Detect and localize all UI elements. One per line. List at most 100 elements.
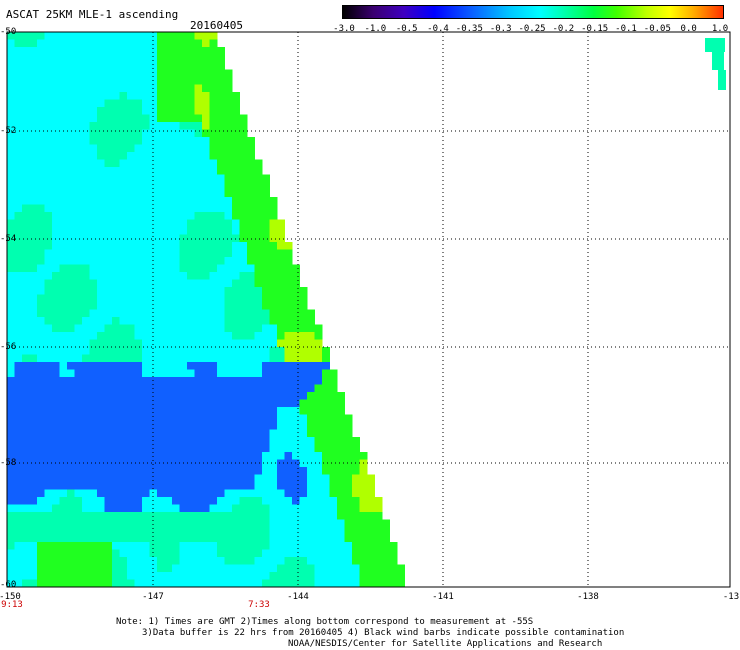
swath-cell [97,197,105,205]
swath-cell [352,437,360,445]
swath-cell [74,219,83,228]
swath-cell [149,467,158,475]
swath-cell [89,399,98,408]
swath-cell [202,137,210,145]
swath-cell [89,437,98,445]
swath-cell [209,227,218,235]
swath-cell [187,527,195,535]
swath-cell [254,489,263,498]
swath-cell [187,219,195,228]
swath-cell [157,384,165,393]
swath-cell [232,159,240,168]
swath-cell [37,534,45,543]
swath-cell [172,242,180,250]
swath-cell [239,317,248,325]
swath-cell [14,347,23,355]
swath-cell [37,212,45,220]
swath-cell [14,317,23,325]
swath-cell [104,527,113,535]
swath-cell [224,264,233,273]
swath-cell [217,512,225,520]
swath-cell [14,137,23,145]
swath-cell [314,459,323,468]
swath-cell [112,129,120,138]
swath-cell [104,339,113,348]
swath-cell [22,69,30,78]
swath-cell [232,407,240,415]
swath-cell [52,467,60,475]
swath-cell [89,114,98,123]
swath-cell [179,467,188,475]
swath-cell [142,324,150,333]
swath-cell [22,279,30,288]
swath-cell [194,542,203,550]
swath-cell [142,459,150,468]
swath-cell [14,272,23,280]
swath-cell [37,317,45,325]
swath-cell [7,489,15,498]
swath-cell [119,144,128,153]
swath-cell [149,279,158,288]
swath-cell [44,579,53,588]
swath-cell [134,144,143,153]
swath-cell [247,197,255,205]
lat-label: -58 [0,458,17,468]
swath-cell [119,332,128,340]
swath-cell [262,174,270,183]
swath-cell [172,444,180,453]
swath-cell [104,422,113,430]
swath-cell [134,287,143,295]
swath-cell [217,557,225,565]
swath-cell [329,452,338,460]
swath-cell [134,504,143,513]
swath-cell [262,317,270,325]
swath-cell [239,549,248,558]
swath-cell [112,69,120,78]
swath-cell [127,294,135,303]
swath-cell [127,32,135,40]
swath-cell [127,219,135,228]
swath-cell [44,422,53,430]
swath-cell [194,107,203,115]
swath-cell [224,144,233,153]
swath-cell [14,549,23,558]
swath-cell [187,242,195,250]
swath-cell [239,369,248,378]
swath-cell [52,549,60,558]
swath-cell [202,152,210,160]
swath-cell [247,272,255,280]
swath-cell [59,257,68,265]
swath-cell [209,144,218,153]
swath-cell [337,534,345,543]
swath-cell [179,579,188,588]
swath-cell [67,182,75,190]
swath-cell [142,437,150,445]
swath-cell [247,452,255,460]
swath-cell [44,519,53,528]
swath-cell [179,399,188,408]
swath-cell [104,294,113,303]
swath-cell [97,189,105,198]
swath-cell [74,527,83,535]
swath-cell [59,264,68,273]
swath-cell [202,99,210,108]
swath-cell [277,264,285,273]
swath-cell [127,287,135,295]
swath-cell [337,564,345,573]
swath-cell [82,39,90,48]
swath-cell [74,339,83,348]
swath-cell [254,197,263,205]
swath-cell [194,159,203,168]
swath-cell [217,534,225,543]
swath-cell [172,99,180,108]
swath-cell [179,302,188,310]
swath-cell [232,377,240,385]
swath-cell [262,482,270,490]
swath-cell [112,324,120,333]
swath-cell [254,294,263,303]
swath-cell [14,174,23,183]
swath-cell [74,159,83,168]
swath-cell [224,512,233,520]
swath-cell [194,152,203,160]
swath-cell [277,512,285,520]
